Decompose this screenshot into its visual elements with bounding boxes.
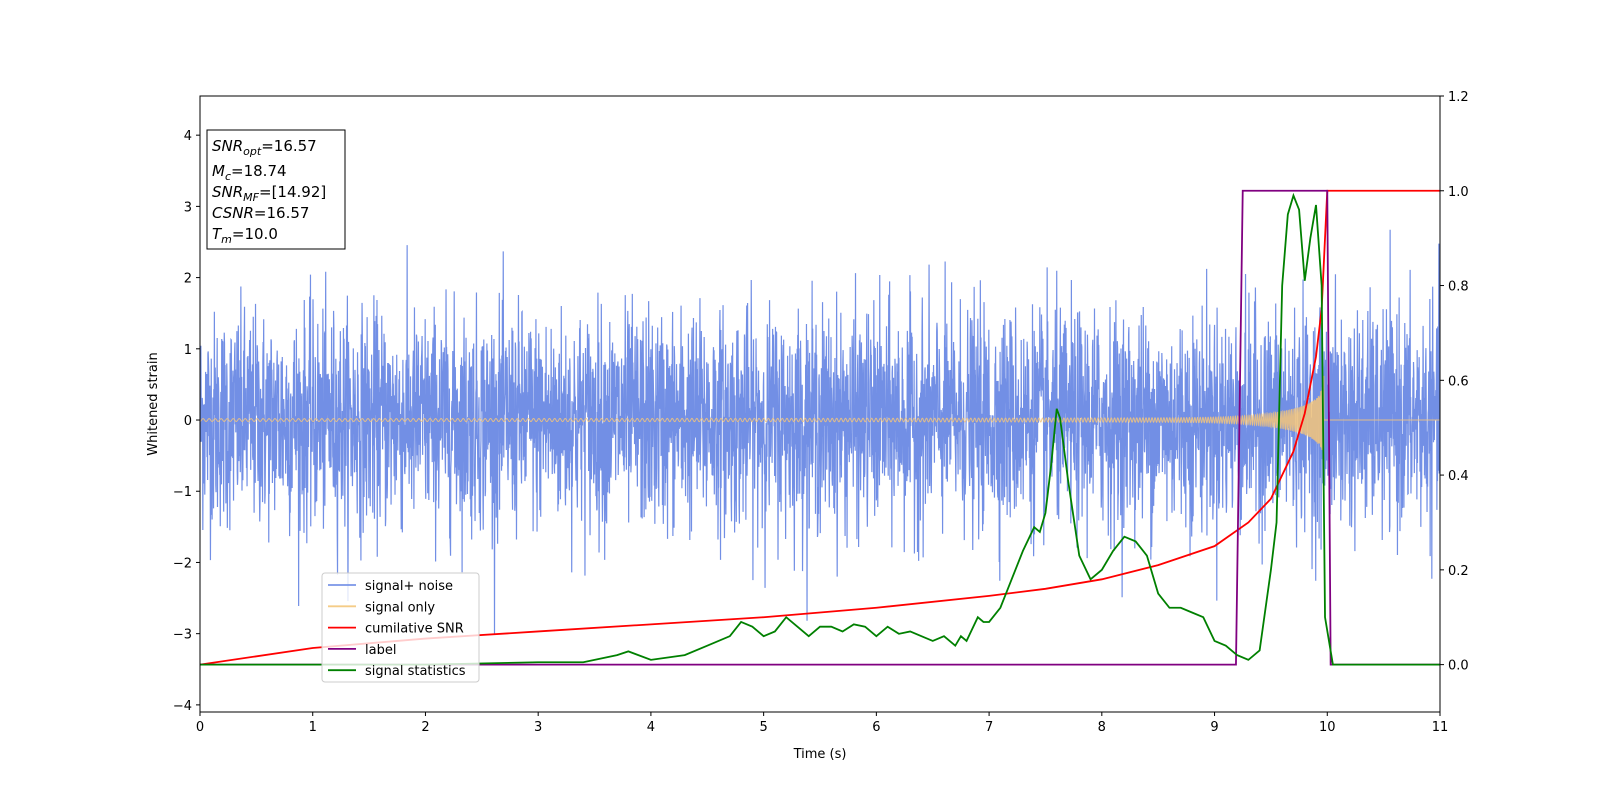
y-left-tick-label: 3 (184, 200, 192, 215)
x-tick-label: 6 (872, 720, 880, 735)
series-signal-statistics (200, 192, 1440, 666)
y-right-tick-label: 0.4 (1448, 469, 1469, 484)
y-left-tick-label: 0 (184, 414, 192, 429)
info-line: CSNR=16.57 (212, 204, 309, 222)
y-left-tick-label: 2 (184, 272, 192, 287)
y-right-tick-label: 0.8 (1448, 280, 1469, 295)
legend-item-label: label (365, 643, 396, 658)
series-cumulative-snr (200, 189, 1440, 666)
legend-item-signal-only: signal only (365, 600, 435, 615)
series-signal-only (200, 375, 1440, 452)
y-left-tick-label: −4 (173, 699, 192, 714)
legend-item-signal-statistics: signal statistics (365, 664, 466, 679)
info-box: SNRopt=16.57 Mc=18.74SNRMF=[14.92]CSNR=16… (206, 129, 346, 250)
info-line: SNRopt=16.57 (212, 137, 317, 158)
y-left-tick-label: 4 (184, 129, 192, 144)
x-tick-label: 3 (534, 720, 542, 735)
y-right-tick-label: 0.6 (1448, 374, 1469, 389)
axes: 0 1 2 3 4 5 6 7 8 9 10 11 −4 −3 −2 −1 0 1 2 3 4 0.0 0.2 0.4 0.6 0… (173, 90, 1469, 735)
info-line: SNRMF=[14.92] (212, 183, 326, 204)
x-tick-label: 7 (985, 720, 993, 735)
x-tick-label: 4 (647, 720, 655, 735)
y-left-tick-label: −1 (173, 485, 192, 500)
y-right-tick-label: 0.0 (1448, 659, 1469, 674)
info-line: Tm=10.0 (212, 225, 278, 246)
x-tick-label: 1 (309, 720, 317, 735)
x-tick-label: 0 (196, 720, 204, 735)
legend-item-signal-noise: signal+ noise (365, 579, 453, 594)
y-right-tick-label: 1.0 (1448, 185, 1469, 200)
y-left-tick-label: 1 (184, 343, 192, 358)
x-tick-label: 11 (1432, 720, 1449, 735)
y-left-tick-label: −2 (173, 556, 192, 571)
x-tick-label: 5 (759, 720, 767, 735)
y-right-tick-label: 0.2 (1448, 564, 1469, 579)
legend: signal+ noise signal only cumilative SNR la… (321, 572, 480, 683)
info-line: Mc=18.74 (212, 162, 287, 183)
y-left-tick-label: −3 (173, 628, 192, 643)
info-box-frame (206, 129, 346, 250)
x-tick-label: 9 (1210, 720, 1218, 735)
legend-item-cumulative-snr: cumilative SNR (365, 622, 464, 637)
x-axis-label: Time (s) (793, 747, 847, 762)
series-group (200, 189, 1440, 666)
x-tick-label: 10 (1319, 720, 1336, 735)
legend-box (321, 572, 480, 683)
series-signal-noise (200, 229, 1440, 635)
y-axis-label: Whitened strain (146, 352, 161, 455)
plot-area (200, 189, 1440, 666)
plot-frame (199, 95, 1441, 713)
x-tick-label: 2 (421, 720, 429, 735)
y-right-tick-label: 1.2 (1448, 90, 1469, 105)
x-tick-label: 8 (1098, 720, 1106, 735)
